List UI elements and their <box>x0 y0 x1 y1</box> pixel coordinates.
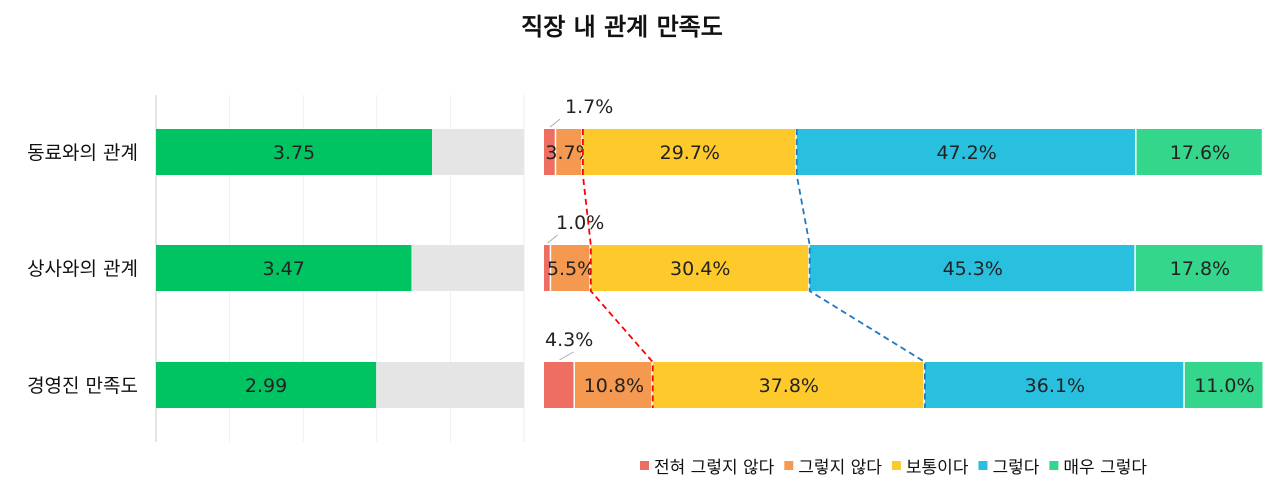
score-label: 2.99 <box>245 375 287 397</box>
legend-label: 전혀 그렇지 않다 <box>654 458 775 478</box>
stack-segment <box>1136 129 1262 175</box>
segment-label: 11.0% <box>1194 375 1254 397</box>
segment-label: 3.7% <box>545 142 593 164</box>
stack-segment <box>544 362 574 408</box>
score-label: 3.47 <box>263 258 305 280</box>
segment-label: 10.8% <box>584 375 644 397</box>
segment-label: 17.6% <box>1170 142 1230 164</box>
stack-segment <box>652 362 924 408</box>
stack-segment <box>590 245 809 291</box>
chart-title: 직장 내 관계 만족도 <box>521 13 723 41</box>
segment-label: 47.2% <box>936 142 996 164</box>
segment-label: 4.3% <box>545 329 593 351</box>
segment-label: 30.4% <box>670 258 730 280</box>
category-label: 동료와의 관계 <box>27 142 138 164</box>
category-label: 상사와의 관계 <box>27 258 138 280</box>
stack-segment <box>556 129 582 175</box>
segment-label: 1.0% <box>556 212 604 234</box>
legend-swatch <box>978 461 988 470</box>
segment-label: 17.8% <box>1170 258 1230 280</box>
segment-label: 5.5% <box>547 258 595 280</box>
legend-swatch <box>784 461 794 470</box>
leader-line <box>547 234 558 244</box>
legend-swatch <box>891 461 901 470</box>
stack-segment <box>544 129 555 175</box>
leader-line <box>559 351 574 361</box>
legend-swatch <box>1049 461 1059 470</box>
segment-label: 37.8% <box>759 375 819 397</box>
score-label: 3.75 <box>273 142 315 164</box>
stack-segment <box>924 362 1184 408</box>
stack-segment <box>1184 362 1263 408</box>
stack-segment <box>582 129 796 175</box>
score-bar <box>156 129 432 175</box>
segment-label: 36.1% <box>1025 375 1085 397</box>
score-bar <box>156 362 377 408</box>
legend-swatch <box>640 461 649 470</box>
stack-segment <box>544 245 550 291</box>
segment-label: 45.3% <box>943 258 1003 280</box>
connector-line <box>795 129 926 408</box>
score-bar <box>156 245 412 291</box>
leader-line <box>549 118 561 128</box>
segment-label: 29.7% <box>660 142 720 164</box>
legend-label: 그렇다 <box>992 458 1039 478</box>
stack-segment <box>1135 245 1263 291</box>
segment-label: 1.7% <box>565 96 613 118</box>
category-label: 경영진 만족도 <box>27 375 138 397</box>
stack-segment <box>574 362 652 408</box>
connector-line <box>581 129 654 408</box>
legend-label: 보통이다 <box>906 458 969 478</box>
stack-segment <box>551 245 590 291</box>
legend-label: 매우 그렇다 <box>1063 458 1147 478</box>
legend-label: 그렇지 않다 <box>798 458 882 478</box>
stack-segment <box>796 129 1136 175</box>
stack-segment <box>809 245 1135 291</box>
